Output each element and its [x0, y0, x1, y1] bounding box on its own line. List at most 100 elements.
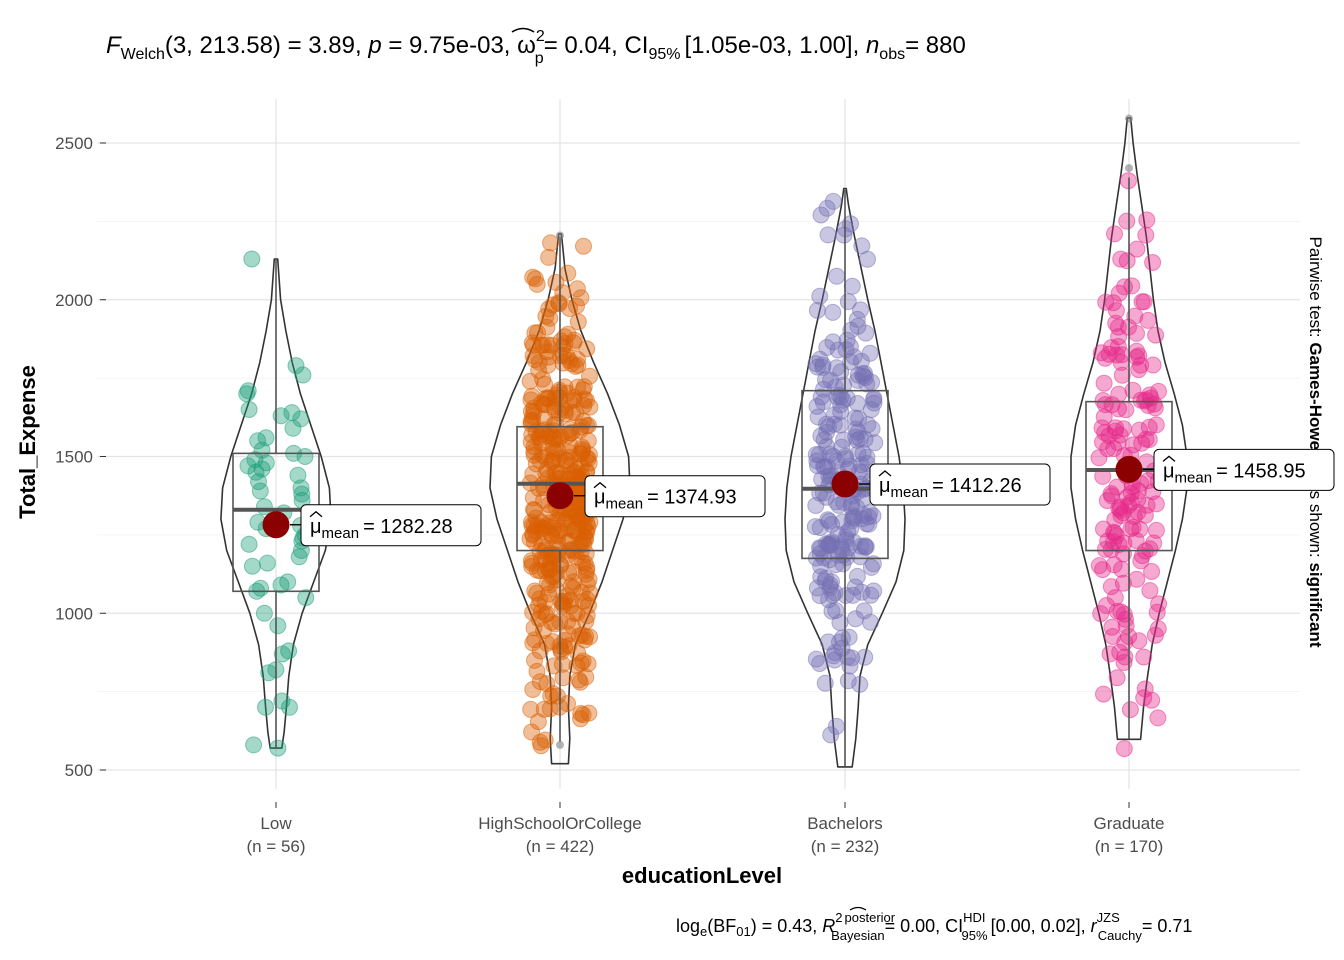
data-point [1094, 392, 1112, 409]
data-point [544, 422, 562, 440]
caption-bf-sub: e [700, 924, 707, 939]
data-point [240, 535, 258, 553]
data-point [525, 336, 542, 354]
data-point [1136, 680, 1154, 698]
title-f-sub: Welch [121, 46, 165, 63]
title-ci-value: [1.05e-03, 1.00], [684, 32, 859, 59]
data-point [526, 270, 544, 288]
data-point [1095, 685, 1112, 703]
mean-label-highschoolorcollege: μmean = 1374.93 [584, 475, 766, 518]
data-point [1108, 602, 1126, 620]
data-point [525, 403, 543, 420]
data-point [543, 548, 561, 566]
outlier-point [556, 231, 564, 240]
data-point [1112, 250, 1130, 268]
data-point [550, 294, 568, 312]
data-point [1123, 277, 1141, 295]
data-point [572, 710, 590, 728]
data-point [550, 449, 568, 467]
data-point [546, 444, 563, 462]
data-point [1097, 293, 1115, 311]
data-point [258, 554, 276, 572]
data-point [842, 520, 860, 538]
data-point [832, 396, 850, 414]
data-point [849, 317, 867, 335]
x-tick-label: Bachelors [807, 814, 883, 833]
data-point [851, 430, 869, 448]
data-point [546, 401, 564, 419]
data-point [853, 237, 871, 255]
mean-label-sub: mean [891, 484, 929, 501]
data-point [573, 438, 591, 456]
caption-r-label: r [1091, 916, 1098, 936]
data-point [855, 602, 873, 620]
pairwise-prefix: Pairwise test: [1306, 237, 1325, 343]
data-point [565, 573, 583, 591]
data-point [808, 301, 826, 319]
data-point [572, 289, 590, 307]
y-tick-label: 500 [65, 761, 93, 780]
pairwise-test-name: Games-Howell [1306, 342, 1325, 459]
x-tick-label: HighSchoolOrCollege [478, 814, 641, 833]
data-point [1141, 582, 1159, 600]
data-point [257, 698, 274, 716]
x-tick-n-label: (n = 232) [811, 837, 880, 856]
mean-label-mu: μ [879, 475, 891, 497]
title-f-value: = 3.89, [288, 32, 362, 59]
data-point [526, 651, 543, 669]
data-point [1137, 226, 1155, 244]
data-point [843, 277, 861, 295]
data-point [848, 567, 866, 585]
data-point [287, 357, 305, 375]
data-point [819, 633, 837, 651]
mean-label-graduate: μmean = 1458.95 [1153, 448, 1335, 491]
data-point [1092, 344, 1110, 362]
caption-ci-label: CI [945, 916, 963, 936]
data-point [844, 586, 862, 604]
data-point [812, 206, 830, 224]
caption-r2-sup: 2 [835, 910, 842, 925]
data-point [561, 352, 578, 369]
data-point [1110, 385, 1128, 403]
data-point [525, 438, 543, 456]
data-point [289, 466, 307, 484]
data-point [536, 390, 554, 408]
data-point [240, 401, 258, 418]
data-point [1127, 532, 1145, 549]
data-point [1144, 254, 1162, 271]
data-point [569, 356, 587, 374]
data-point [1131, 520, 1149, 538]
data-point [850, 410, 868, 428]
data-point [269, 617, 287, 635]
data-point [529, 713, 547, 731]
outlier-point [556, 740, 564, 749]
data-point [824, 586, 842, 604]
mean-marker [831, 470, 859, 498]
data-point [848, 395, 866, 412]
data-point [559, 384, 577, 402]
data-point [811, 287, 829, 305]
y-axis-title: Total_Expense [15, 365, 40, 519]
data-point [856, 648, 874, 666]
data-point [1093, 419, 1111, 437]
y-axis-ticks: 500 1000 1500 2000 2500 [55, 134, 106, 780]
data-point [525, 517, 543, 535]
caption-bf-label: log [676, 916, 700, 936]
data-point [857, 538, 875, 556]
data-point [253, 441, 271, 459]
data-point [526, 351, 544, 369]
data-point [571, 673, 589, 691]
data-point [1143, 563, 1161, 580]
chart-caption: loge(BF01) = 0.43, R2 posterior Bayesian= … [676, 910, 1192, 943]
data-point [238, 385, 256, 403]
mean-label-value: = 1282.28 [363, 516, 453, 538]
data-point [1133, 434, 1151, 452]
data-point [540, 248, 558, 266]
data-point [1099, 532, 1117, 550]
data-point [568, 657, 586, 675]
data-point [849, 445, 867, 463]
data-point [524, 603, 542, 621]
data-point [1103, 618, 1121, 636]
data-point [579, 655, 597, 673]
